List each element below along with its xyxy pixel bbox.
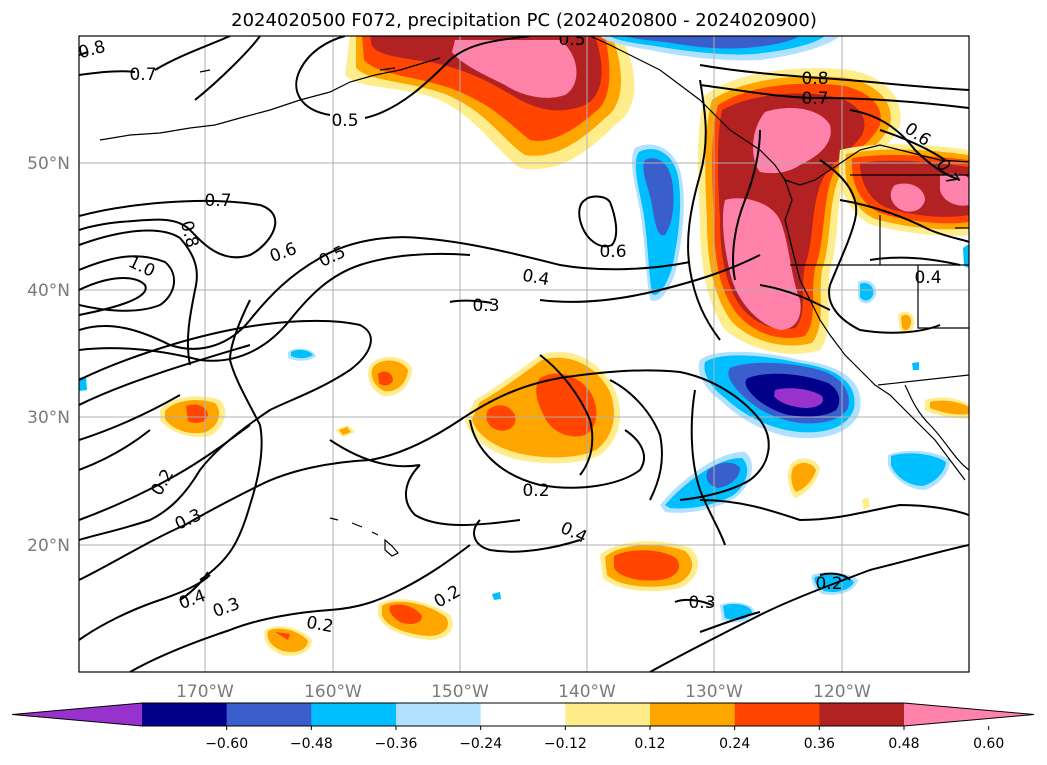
positive-region-california [753,108,831,174]
positive-region-small [389,604,422,624]
contour-lines [79,36,969,672]
colorbar-tick-label: 0.48 [888,736,919,752]
negative-region-small [912,362,919,370]
colorbar-tick-label: 0.60 [973,736,1004,752]
colorbar-segment [650,703,736,726]
contour-label: 0.3 [472,296,499,316]
colorbar-segment [226,703,312,726]
map-frame [78,35,970,673]
coastlines [99,36,969,481]
negative-region-small [291,349,313,359]
positive-region-rockies [890,183,925,212]
colorbar-segment [142,703,228,726]
colorbar-segment [565,703,651,726]
negative-region-northeast-pacific [643,158,674,236]
contour-label: 0.4 [914,268,941,288]
contour-label: 0.2 [305,613,335,637]
colorbar-outline [11,702,1035,727]
contour-label: 0.7 [801,89,828,109]
contour-label: 0.4 [521,266,551,290]
lat-tick-label: 30°N [27,408,70,428]
positive-region-small [186,404,208,423]
colorbar: −0.60 −0.48 −0.36 −0.24 −0.12 0.12 0.24 0.36 0.4… [11,702,1035,752]
longitude-tick-labels: 170°W 160°W 150°W 140°W 130°W 120°W [176,682,871,702]
colorbar-segment [819,703,905,726]
contour-label: 0.5 [558,30,585,50]
positive-region-small [378,371,393,386]
colorbar-segment [396,703,482,726]
lat-tick-label: 40°N [27,281,70,301]
colorbar-tick-label: −0.60 [205,736,248,752]
shading-layer [79,36,969,656]
contour-label: 0.2 [815,574,842,594]
negative-region-subtropical [706,462,740,488]
latitude-tick-labels: 50°N 40°N 30°N 20°N [27,154,70,556]
positive-region-small [930,400,969,415]
lon-tick-label: 170°W [176,682,234,702]
colorbar-tick-label: −0.12 [544,736,587,752]
colorbar-tick-label: −0.36 [375,736,418,752]
negative-region-small [492,592,501,600]
colorbar-extend-max [904,703,1034,726]
colorbar-segment [311,703,397,726]
positive-region-small [862,497,870,510]
colorbar-tick-label: −0.24 [459,736,502,752]
contour-label: 0.6 [599,242,626,262]
colorbar-extend-min [12,703,142,726]
colorbar-tick-label: 0.12 [634,736,665,752]
positive-region-california [722,198,801,330]
lon-tick-label: 130°W [685,682,743,702]
contour-label: 0.3 [688,593,715,613]
positive-region-small [901,314,912,331]
lon-tick-label: 160°W [304,682,362,702]
lat-tick-label: 20°N [27,536,70,556]
positive-region-rockies [940,173,969,206]
negative-region-mexico [891,453,946,486]
positive-region-small [275,632,290,640]
colorbar-tick-label: 0.36 [804,736,835,752]
map-panel: 0.8 0.7 0.5 0.5 0.8 0.7 0.6 0.7 0.7 0.8 … [79,30,969,672]
negative-region-small [963,244,969,268]
contour-label: 0.7 [129,65,156,85]
contour-label: 0.2 [522,481,549,501]
positive-region-small [267,628,308,652]
positive-region-central-pacific [536,373,597,437]
graticule [79,36,969,672]
contour-label: 0.8 [801,69,828,89]
negative-region-top-coast [625,36,800,49]
colorbar-segment [480,703,566,726]
lon-tick-label: 120°W [813,682,871,702]
colorbar-tick-label: −0.48 [290,736,333,752]
contour-label: 0.5 [331,111,358,131]
contour-label: 0.7 [204,191,231,211]
figure-title: 2024020500 F072, precipitation PC (20240… [231,10,817,31]
lat-tick-label: 50°N [27,154,70,174]
negative-region-small [860,283,874,301]
positive-region-small [339,427,351,435]
islands [199,67,399,557]
positive-region-gulf-of-alaska [452,40,577,98]
positive-region-small [791,462,816,492]
lon-tick-label: 140°W [558,682,616,702]
lon-tick-label: 150°W [431,682,489,702]
positive-region-small [614,550,680,581]
positive-region-central-pacific [486,405,516,431]
colorbar-tick-label: 0.24 [719,736,750,752]
negative-region-baja [774,388,824,408]
colorbar-segment [734,703,820,726]
